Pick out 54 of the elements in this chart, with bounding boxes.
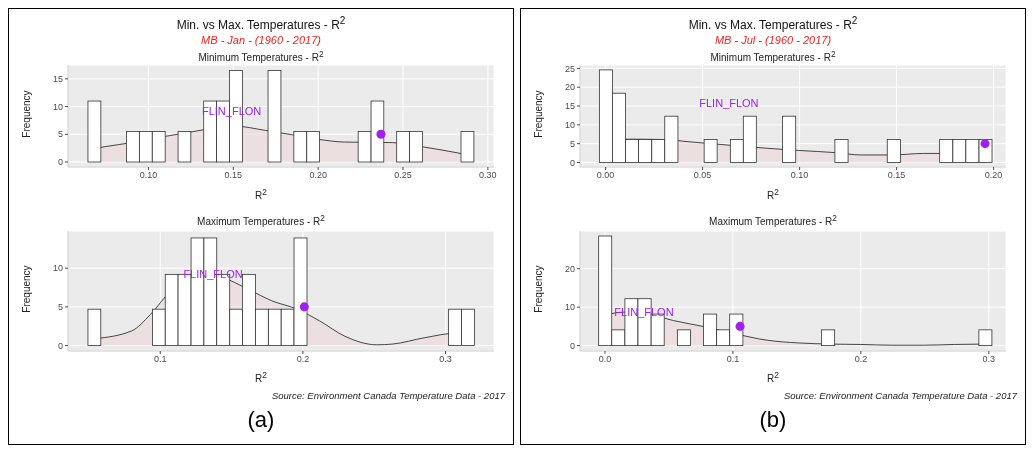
chart-title: Min. vs Max. Temperatures - R$^{2}$ (688, 15, 858, 32)
x-axis-title: R$^{2}$ (767, 369, 779, 385)
x-tick-label: 0.20 (984, 170, 1003, 181)
x-tick-label: 0.10 (139, 170, 158, 181)
x-tick-label: 0.3 (439, 354, 452, 365)
y-tick-label: 5 (569, 139, 575, 150)
y-tick-label: 0 (569, 340, 575, 351)
x-tick-label: 0.05 (693, 170, 712, 181)
y-tick-label: 0 (569, 158, 575, 169)
x-tick-label: 0.30 (479, 170, 497, 181)
x-tick-label: 0.15 (887, 170, 906, 181)
source-note: Source: Environment Canada Temperature Data - 2017 (271, 390, 505, 402)
x-axis-title: R$^{2}$ (767, 186, 779, 201)
y-tick-label: 5 (57, 302, 63, 313)
x-tick-label: 0.1 (726, 354, 740, 365)
y-axis-title: Frequency (20, 265, 32, 313)
x-tick-label: 0.20 (309, 170, 327, 181)
text: Minimum Temperatures - R$^{2}$ (710, 49, 836, 64)
text: (b) (759, 407, 787, 433)
chart-title: Min. vs Max. Temperatures - R$^{2}$ (176, 15, 346, 32)
x-tick-label: 0.2 (854, 354, 868, 365)
x-tick-label: 0.1 (154, 354, 167, 365)
x-tick-label: 0.25 (394, 170, 412, 181)
y-tick-label: 5 (57, 129, 63, 140)
y-tick-label: 0 (57, 340, 63, 351)
y-tick-label: 25 (564, 63, 575, 74)
x-tick-label: 0.0 (598, 354, 612, 365)
text: Minimum Temperatures - R$^{2}$ (198, 49, 324, 64)
y-tick-label: 10 (52, 263, 63, 274)
x-tick-label: 0.00 (596, 170, 615, 181)
y-tick-label: 10 (52, 102, 63, 113)
y-tick-label: 0 (57, 157, 63, 168)
y-tick-label: 15 (52, 74, 63, 85)
y-tick-label: 15 (564, 101, 575, 112)
y-tick-label: 10 (564, 302, 575, 313)
x-tick-label: 0.2 (296, 354, 310, 365)
x-axis-title: R$^{2}$ (255, 186, 267, 201)
chart-subtitle: MB - Jul - (1960 - 2017) (714, 34, 832, 46)
chart-subtitle: MB - Jan - (1960 - 2017) (201, 34, 321, 46)
y-axis-title: Frequency (532, 265, 544, 313)
y-tick-label: 20 (564, 82, 575, 93)
chart-title: Maximum Temperatures - R$^{2}$ (709, 212, 837, 227)
y-axis-title: Frequency (532, 90, 544, 138)
x-tick-label: 0.15 (224, 170, 243, 181)
source-note: Source: Environment Canada Temperature Data - 2017 (783, 390, 1017, 402)
x-tick-label: 0.10 (790, 170, 809, 181)
y-tick-label: 10 (564, 120, 575, 131)
chart-title: Maximum Temperatures - R$^{2}$ (197, 212, 325, 227)
annotation: FLIN_FLON (699, 97, 759, 110)
y-axis-title: Frequency (20, 90, 32, 138)
text: (a) (247, 407, 275, 433)
y-tick-label: 20 (564, 263, 575, 274)
x-axis-title: R$^{2}$ (255, 369, 267, 385)
x-tick-label: 0.3 (982, 354, 996, 365)
